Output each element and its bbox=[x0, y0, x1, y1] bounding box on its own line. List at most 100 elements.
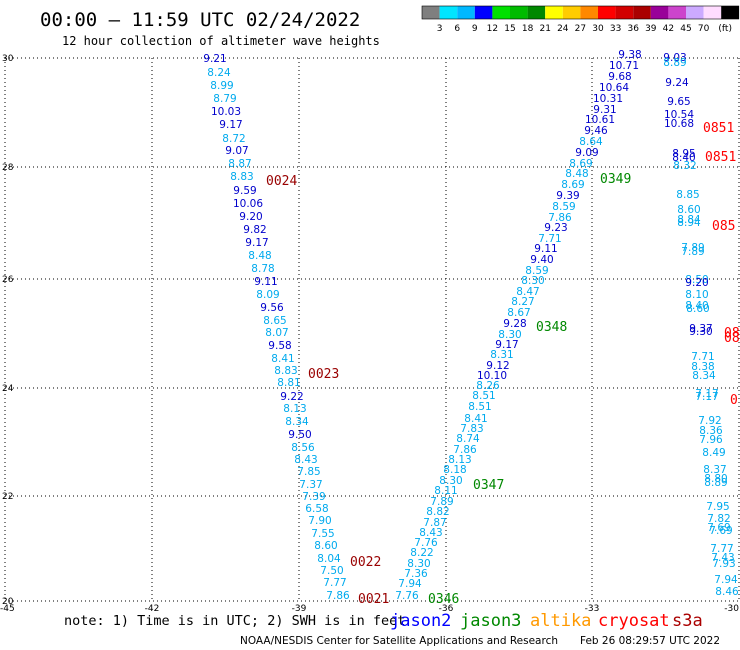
wave-height-value: 10.71 bbox=[609, 60, 639, 72]
wave-height-value: 7.77 bbox=[710, 543, 733, 555]
wave-height-value: 7.39 bbox=[302, 491, 325, 503]
satellite-legend: jason2 jason3 altika cryosat s3a bbox=[390, 611, 703, 631]
legend-label: 18 bbox=[522, 24, 534, 34]
wave-height-value: 8.34 bbox=[285, 416, 309, 428]
wave-height-value: 8.56 bbox=[291, 442, 315, 454]
legend-label: 15 bbox=[504, 24, 515, 34]
legend-label: 12 bbox=[487, 24, 498, 34]
wave-height-value: 9.40 bbox=[530, 254, 553, 266]
wave-height-value: 8.43 bbox=[419, 527, 442, 539]
wave-height-value: 9.39 bbox=[556, 190, 579, 202]
wave-height-value: 8.51 bbox=[472, 390, 495, 402]
legend-swatch bbox=[562, 6, 581, 19]
lon-tick-label: -42 bbox=[145, 604, 160, 614]
legend-swatch bbox=[633, 6, 651, 19]
wave-height-value: 7.69 bbox=[709, 525, 732, 537]
lon-tick-label: -39 bbox=[292, 604, 307, 614]
satellite-altika: altika bbox=[530, 611, 591, 631]
wave-height-value: 9.20 bbox=[685, 277, 708, 289]
wave-height-value: 9.38 bbox=[618, 49, 641, 61]
wave-height-value: 8.43 bbox=[294, 454, 317, 466]
wave-height-value: 8.95 bbox=[672, 148, 695, 160]
wave-height-value: 8.07 bbox=[265, 327, 288, 339]
wave-height-value: 9.12 bbox=[486, 360, 509, 372]
wave-height-value: 8.40 bbox=[672, 152, 695, 164]
wave-height-value: 9.09 bbox=[575, 147, 598, 159]
pass-time-label: 08 bbox=[724, 326, 740, 341]
lon-tick-label: -45 bbox=[0, 604, 15, 614]
pass-time-label: 0022 bbox=[350, 555, 381, 570]
lon-tick-label: -36 bbox=[439, 604, 454, 614]
wave-height-value: 7.86 bbox=[453, 444, 477, 456]
wave-height-value: 10.10 bbox=[477, 370, 507, 382]
wave-height-value: 7.83 bbox=[460, 423, 483, 435]
legend-swatch bbox=[474, 6, 493, 19]
legend-label: 6 bbox=[454, 24, 460, 34]
map-grid bbox=[4, 57, 740, 602]
lat-tick-label: 22 bbox=[2, 492, 13, 502]
wave-height-value: 8.37 bbox=[703, 464, 726, 476]
wave-height-value: 7.76 bbox=[395, 590, 419, 602]
pass-time-label: 0851 bbox=[703, 121, 734, 136]
wave-height-value: 8.49 bbox=[702, 447, 725, 459]
wave-height-value: 9.03 bbox=[663, 52, 686, 64]
pass-time-label: 0348 bbox=[536, 320, 567, 335]
wave-height-value: 9.59 bbox=[233, 185, 256, 197]
lat-tick-label: 20 bbox=[2, 597, 14, 607]
legend-swatch bbox=[439, 6, 458, 19]
legend-label: 70 bbox=[698, 24, 710, 34]
wave-height-value: 7.36 bbox=[404, 568, 428, 580]
wave-height-value: 9.07 bbox=[225, 145, 248, 157]
wave-height-value: 8.34 bbox=[692, 370, 716, 382]
track-0024: 9.218.248.998.7910.039.178.729.078.878.8… bbox=[203, 53, 350, 602]
pass-time-label: 0346 bbox=[428, 592, 459, 607]
wave-height-value: 7.94 bbox=[714, 574, 738, 586]
lat-tick-label: 24 bbox=[2, 384, 14, 394]
wave-height-value: 8.50 bbox=[685, 274, 708, 286]
wave-height-value: 8.10 bbox=[685, 289, 708, 301]
wave-height-value: 8.41 bbox=[464, 413, 487, 425]
wave-height-value: 10.54 bbox=[664, 109, 694, 121]
pass-time-label: 0347 bbox=[473, 478, 504, 493]
wave-height-value: 9.23 bbox=[544, 222, 567, 234]
latitude-tick-labels: 30 28 26 24 22 20 bbox=[2, 54, 14, 607]
wave-height-value: 7.89 bbox=[681, 246, 704, 258]
legend-label: 36 bbox=[627, 24, 639, 34]
pass-time-label: 0 bbox=[730, 393, 738, 408]
wave-height-value: 8.72 bbox=[222, 133, 245, 145]
wave-height-value: 8.31 bbox=[490, 349, 513, 361]
legend-label: 33 bbox=[610, 24, 621, 34]
wave-height-value: 8.60 bbox=[677, 204, 700, 216]
wave-height-value: 8.41 bbox=[271, 353, 294, 365]
map-title: 00:00 – 11:59 UTC 02/24/2022 bbox=[40, 9, 360, 31]
legend-label: (ft) bbox=[718, 24, 732, 34]
wave-height-value: 8.78 bbox=[251, 263, 274, 275]
legend-swatch bbox=[721, 6, 739, 19]
satellite-s3a: s3a bbox=[672, 611, 703, 631]
wave-height-value: 8.13 bbox=[448, 454, 471, 466]
track-0347: 7.767.947.368.308.227.768.437.878.827.89… bbox=[395, 49, 641, 602]
legend-label: 9 bbox=[472, 24, 478, 34]
satellite-jason3: jason3 bbox=[460, 611, 521, 631]
wave-height-value: 7.69 bbox=[707, 522, 730, 534]
wave-height-value: 9.82 bbox=[243, 224, 266, 236]
wave-height-value: 8.26 bbox=[476, 380, 500, 392]
satellite-jason2: jason2 bbox=[390, 611, 451, 631]
legend-swatch bbox=[650, 6, 669, 19]
wave-height-value: 9.21 bbox=[203, 53, 226, 65]
wave-height-value: 8.59 bbox=[525, 265, 548, 277]
wave-height-value: 8.64 bbox=[579, 136, 603, 148]
legend-label: 21 bbox=[539, 24, 550, 34]
wave-height-value: 7.89 bbox=[681, 242, 704, 254]
pass-time-label: 085 bbox=[712, 219, 735, 234]
wave-height-value: 8.40 bbox=[685, 300, 708, 312]
wave-height-value: 8.09 bbox=[256, 289, 279, 301]
lat-tick-label: 26 bbox=[2, 275, 14, 285]
wave-height-value: 7.71 bbox=[538, 233, 561, 245]
wave-height-value: 8.30 bbox=[439, 475, 462, 487]
wave-height-value: 8.22 bbox=[410, 547, 433, 559]
pass-time-label: 0851 bbox=[705, 150, 736, 165]
wave-height-value: 8.85 bbox=[676, 189, 699, 201]
wave-height-value: 10.06 bbox=[233, 198, 263, 210]
